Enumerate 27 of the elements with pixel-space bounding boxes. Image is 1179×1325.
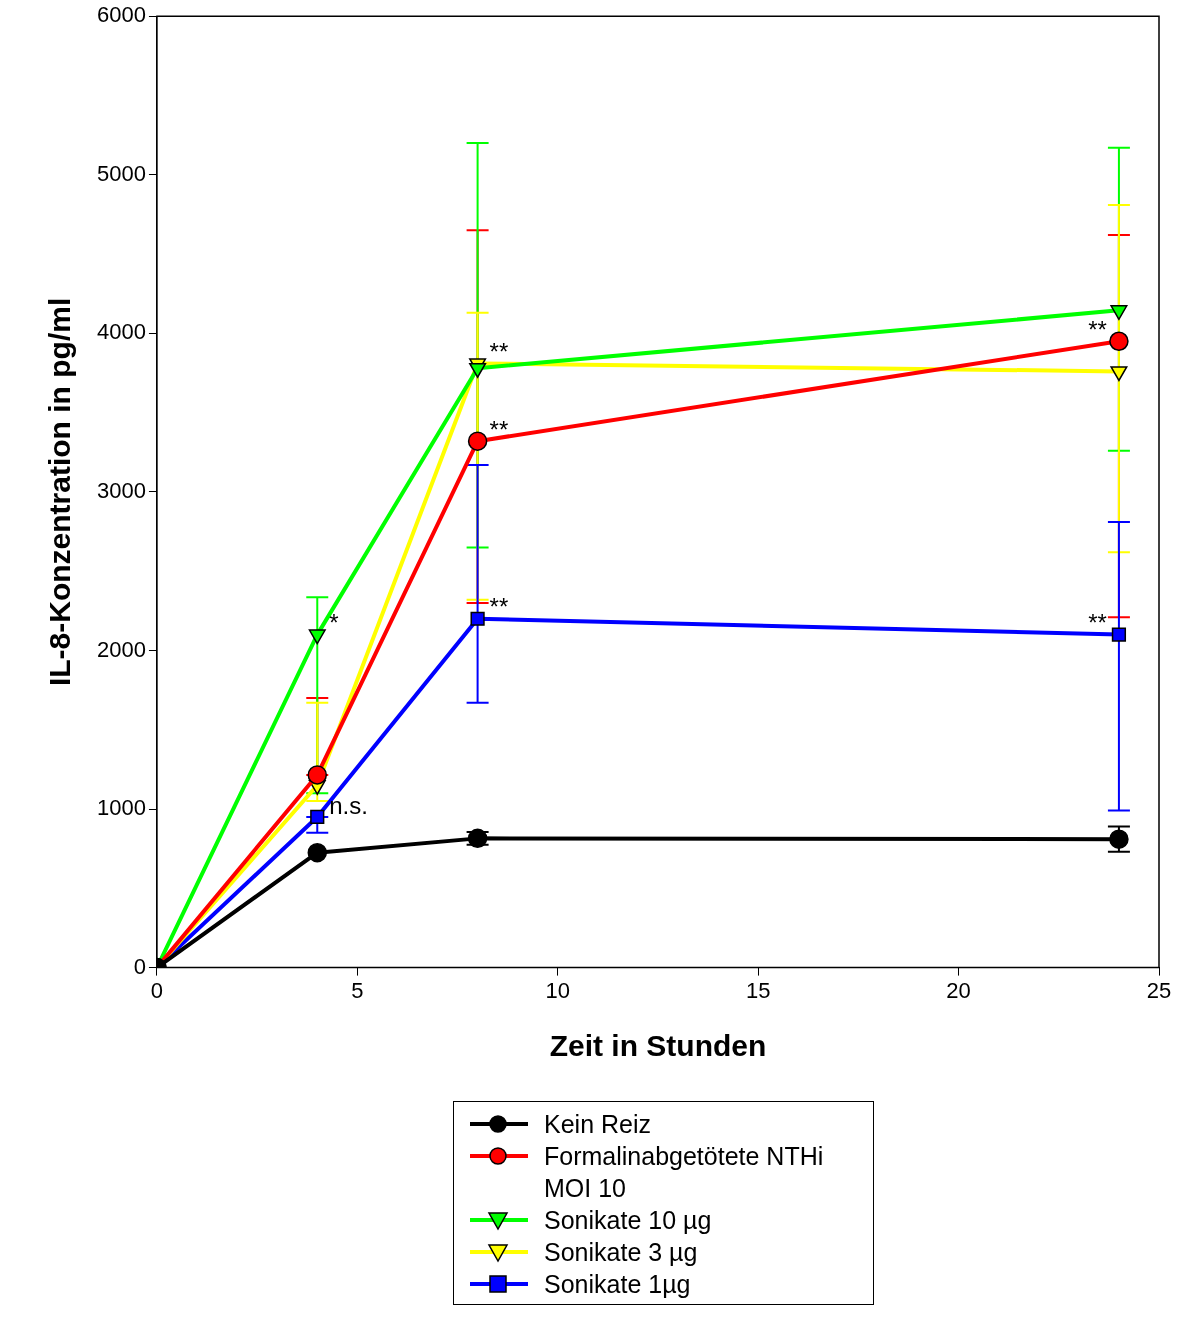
annotation: ** xyxy=(1088,315,1107,343)
x-axis-title: Zeit in Stunden xyxy=(549,1029,767,1063)
x-tick-label: 0 xyxy=(150,977,164,1003)
x-tick-label: 20 xyxy=(946,977,971,1003)
legend-label: Sonikate 10 µg xyxy=(544,1205,712,1236)
annotation: ** xyxy=(1088,609,1107,637)
x-tick-label: 15 xyxy=(745,977,771,1003)
x-tick-label: 25 xyxy=(1146,977,1172,1003)
legend-label: Kein Reiz xyxy=(544,1109,651,1140)
y-tick-label: 0 xyxy=(133,953,146,979)
legend-label: Sonikate 3 µg xyxy=(544,1237,698,1268)
x-tick-label: 5 xyxy=(351,977,364,1003)
annotation: * xyxy=(329,609,339,637)
annotation: ** xyxy=(489,593,509,621)
y-axis-title: IL-8-Konzentration in pg/ml xyxy=(43,297,77,687)
legend-label: Formalinabgetötete NTHi MOI 10 xyxy=(544,1141,824,1204)
annotation: n.s. xyxy=(329,791,368,819)
y-tick-label: 4000 xyxy=(96,319,146,345)
annotation: ** xyxy=(489,338,509,366)
y-tick-label: 1000 xyxy=(96,795,146,821)
y-tick-label: 6000 xyxy=(96,2,146,28)
y-tick-label: 2000 xyxy=(96,636,146,662)
legend-label: Sonikate 1µg xyxy=(544,1269,691,1300)
annotation: ** xyxy=(489,415,509,443)
y-tick-label: 5000 xyxy=(96,160,146,186)
x-tick-label: 10 xyxy=(545,977,571,1003)
y-tick-label: 3000 xyxy=(96,477,146,503)
